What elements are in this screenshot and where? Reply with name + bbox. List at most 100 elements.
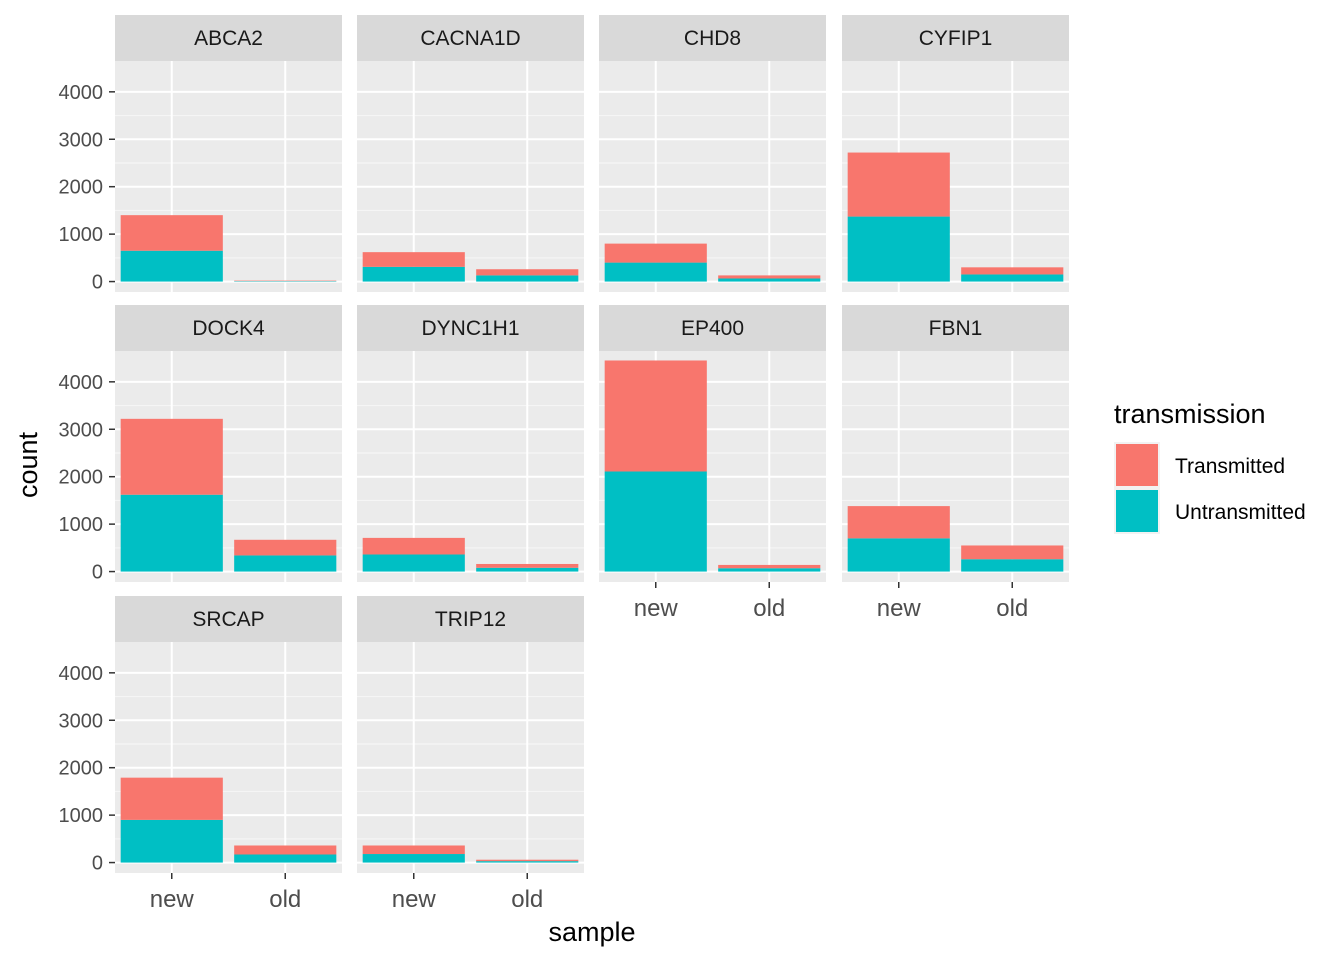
x-tick-label: old	[996, 595, 1028, 622]
bar-untransmitted-new	[120, 819, 223, 863]
bar-untransmitted-old	[234, 555, 337, 572]
facet-strip	[842, 305, 1069, 351]
facet-strip-label: DYNC1H1	[421, 317, 519, 340]
bar-transmitted-new	[604, 360, 707, 472]
facet-strip-label: TRIP12	[435, 608, 506, 631]
panel-background	[357, 642, 584, 873]
x-axis-title: sample	[548, 917, 635, 947]
facet-strip	[599, 15, 826, 61]
legend-label-untransmitted: Untransmitted	[1175, 501, 1306, 524]
x-tick-label: old	[511, 886, 543, 913]
bar-transmitted-old	[476, 859, 579, 862]
facet-ep400: EP400 new old	[599, 305, 826, 622]
bar-transmitted-new	[604, 243, 707, 263]
bar-transmitted-new	[120, 777, 223, 820]
facet-strip	[357, 596, 584, 642]
facet-strip-label: FBN1	[929, 317, 983, 340]
x-tick-label: new	[150, 886, 195, 913]
y-tick-label: 3000	[59, 129, 104, 151]
x-tick-label: new	[634, 595, 679, 622]
facet-trip12: TRIP12 new old	[357, 596, 584, 913]
facet-strip-label: SRCAP	[192, 608, 264, 631]
bar-untransmitted-new	[120, 494, 223, 572]
bar-untransmitted-new	[362, 554, 465, 572]
facet-strip	[599, 305, 826, 351]
facet-dock4: DOCK4 0 1000 2000 3000 4000	[59, 305, 342, 584]
bar-transmitted-old	[718, 275, 821, 279]
bar-untransmitted-new	[847, 538, 950, 572]
bar-untransmitted-new	[604, 262, 707, 282]
bar-untransmitted-old	[961, 274, 1064, 282]
bar-untransmitted-old	[961, 559, 1064, 572]
y-tick-label: 1000	[59, 224, 104, 246]
facet-strip-label: DOCK4	[192, 317, 265, 340]
y-tick-label: 4000	[59, 82, 104, 104]
facet-srcap: SRCAP 0 1000 2000 3000 4000 new old	[59, 596, 342, 913]
bar-transmitted-old	[961, 545, 1064, 560]
facet-strip	[357, 305, 584, 351]
legend: transmission Transmitted Untransmitted	[1114, 399, 1306, 534]
bar-untransmitted-new	[604, 471, 707, 572]
facet-strip-label: CACNA1D	[420, 27, 520, 50]
y-tick-label: 2000	[59, 467, 104, 489]
bar-untransmitted-old	[476, 861, 579, 863]
facet-strip-label: CYFIP1	[919, 27, 993, 50]
x-tick-label: new	[877, 595, 922, 622]
y-tick-label: 1000	[59, 514, 104, 536]
facet-cacna1d: CACNA1D	[357, 15, 584, 292]
bar-untransmitted-old	[718, 278, 821, 282]
y-tick-label: 2000	[59, 758, 104, 780]
y-tick-label: 0	[92, 272, 103, 294]
legend-title: transmission	[1114, 399, 1266, 429]
facet-abca2: ABCA2 0 1000 2000 3000 4000	[59, 15, 342, 294]
y-tick-label: 3000	[59, 710, 104, 732]
facet-strip-label: CHD8	[684, 27, 741, 50]
bar-transmitted-new	[120, 418, 223, 495]
facet-dync1h1: DYNC1H1	[357, 305, 584, 582]
bar-transmitted-new	[120, 215, 223, 251]
bar-transmitted-old	[234, 845, 337, 855]
facet-strip-label: ABCA2	[194, 27, 263, 50]
bar-untransmitted-old	[476, 567, 579, 572]
facet-chd8: CHD8	[599, 15, 826, 292]
bar-transmitted-new	[362, 845, 465, 855]
bar-transmitted-old	[961, 267, 1064, 275]
legend-label-transmitted: Transmitted	[1175, 455, 1285, 478]
bar-transmitted-old	[718, 564, 821, 569]
bar-transmitted-old	[476, 269, 579, 276]
x-tick-label: new	[392, 886, 437, 913]
facet-panels: ABCA2 0 1000 2000 3000 4000 CACNA1D CHD8 CYFIP1 D…	[59, 15, 1069, 913]
bar-untransmitted-new	[362, 266, 465, 282]
bar-untransmitted-new	[362, 854, 465, 863]
y-tick-label: 3000	[59, 419, 104, 441]
bar-transmitted-new	[362, 252, 465, 267]
facet-strip-label: EP400	[681, 317, 744, 340]
y-tick-label: 2000	[59, 177, 104, 199]
bar-untransmitted-new	[847, 216, 950, 282]
facet-strip	[115, 596, 342, 642]
x-tick-label: old	[753, 595, 785, 622]
bar-untransmitted-old	[234, 854, 337, 863]
bar-untransmitted-old	[476, 275, 579, 282]
bar-untransmitted-old	[718, 568, 821, 572]
bar-transmitted-old	[476, 563, 579, 568]
x-tick-label: old	[269, 886, 301, 913]
bar-transmitted-new	[847, 506, 950, 539]
y-tick-label: 4000	[59, 372, 104, 394]
bar-transmitted-old	[234, 539, 337, 556]
bar-transmitted-new	[847, 152, 950, 217]
y-axis-title: count	[13, 431, 43, 498]
y-tick-label: 1000	[59, 805, 104, 827]
bar-untransmitted-new	[120, 250, 223, 282]
legend-entries: Transmitted Untransmitted	[1114, 442, 1306, 534]
facet-strip	[357, 15, 584, 61]
legend-key-transmitted	[1116, 444, 1158, 486]
y-tick-label: 0	[92, 853, 103, 875]
facet-strip	[115, 305, 342, 351]
y-tick-label: 0	[92, 562, 103, 584]
facet-cyfip1: CYFIP1	[842, 15, 1069, 292]
legend-key-untransmitted	[1116, 490, 1158, 532]
facet-strip	[115, 15, 342, 61]
bar-transmitted-new	[362, 537, 465, 555]
